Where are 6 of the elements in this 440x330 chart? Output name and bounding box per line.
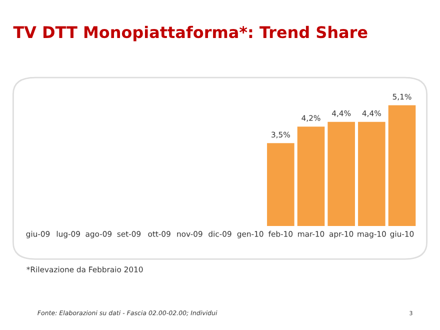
chart-title: TV DTT Monopiattaforma*: Trend Share <box>13 26 368 42</box>
bar <box>358 122 386 226</box>
bar <box>267 143 294 226</box>
bar <box>388 105 416 226</box>
bar <box>297 126 325 226</box>
bar <box>328 122 355 226</box>
